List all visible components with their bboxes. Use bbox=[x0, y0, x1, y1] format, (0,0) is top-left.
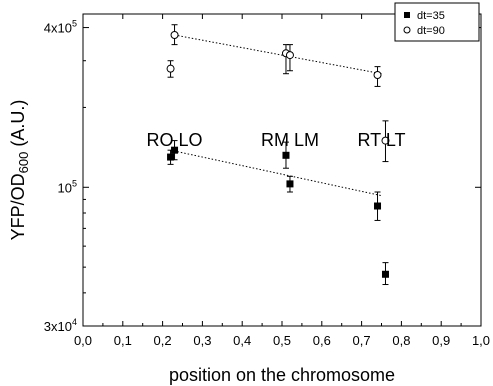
x-axis-title: position on the chromosome bbox=[169, 365, 395, 385]
data-point-circle bbox=[170, 31, 179, 40]
x-tick-label: 0,2 bbox=[154, 333, 172, 348]
data-point-square bbox=[381, 270, 389, 278]
y-tick-label: 4x105 bbox=[44, 19, 77, 36]
data-point-circle bbox=[381, 136, 390, 145]
region-label: RM LM bbox=[261, 130, 319, 150]
trend-line bbox=[174, 34, 382, 75]
plot-area-frame bbox=[82, 13, 482, 327]
legend-label: dt=35 bbox=[417, 10, 445, 22]
region-label: RO LO bbox=[147, 130, 203, 150]
trend-line bbox=[170, 149, 382, 197]
data-point-square bbox=[282, 151, 290, 159]
x-tick-label: 0,4 bbox=[233, 333, 251, 348]
x-tick-label: 0,5 bbox=[273, 333, 291, 348]
x-tick-label: 0,8 bbox=[392, 333, 410, 348]
x-tick-label: 0,0 bbox=[74, 333, 92, 348]
x-tick-label: 0,9 bbox=[432, 333, 450, 348]
x-tick-label: 0,1 bbox=[114, 333, 132, 348]
x-tick-label: 0,6 bbox=[313, 333, 331, 348]
legend-marker-circle bbox=[403, 26, 411, 34]
x-tick-label: 0,3 bbox=[193, 333, 211, 348]
data-point-square bbox=[171, 146, 179, 154]
region-label: RT LT bbox=[357, 130, 405, 150]
x-tick-label: 1,0 bbox=[472, 333, 490, 348]
data-point-square bbox=[286, 180, 294, 188]
data-point-circle bbox=[373, 71, 382, 80]
data-point-circle bbox=[166, 64, 175, 73]
legend-marker-square bbox=[404, 12, 410, 18]
legend-box bbox=[394, 2, 480, 42]
data-point-square bbox=[374, 202, 382, 210]
y-tick-label: 105 bbox=[58, 178, 77, 195]
legend-label: dt=90 bbox=[417, 25, 445, 37]
y-axis-title: YFP/OD600 (A.U.) bbox=[8, 100, 31, 241]
x-tick-label: 0,7 bbox=[353, 333, 371, 348]
data-point-circle bbox=[285, 51, 294, 60]
data-point-square bbox=[167, 153, 175, 161]
y-tick-label: 3x104 bbox=[44, 317, 77, 334]
